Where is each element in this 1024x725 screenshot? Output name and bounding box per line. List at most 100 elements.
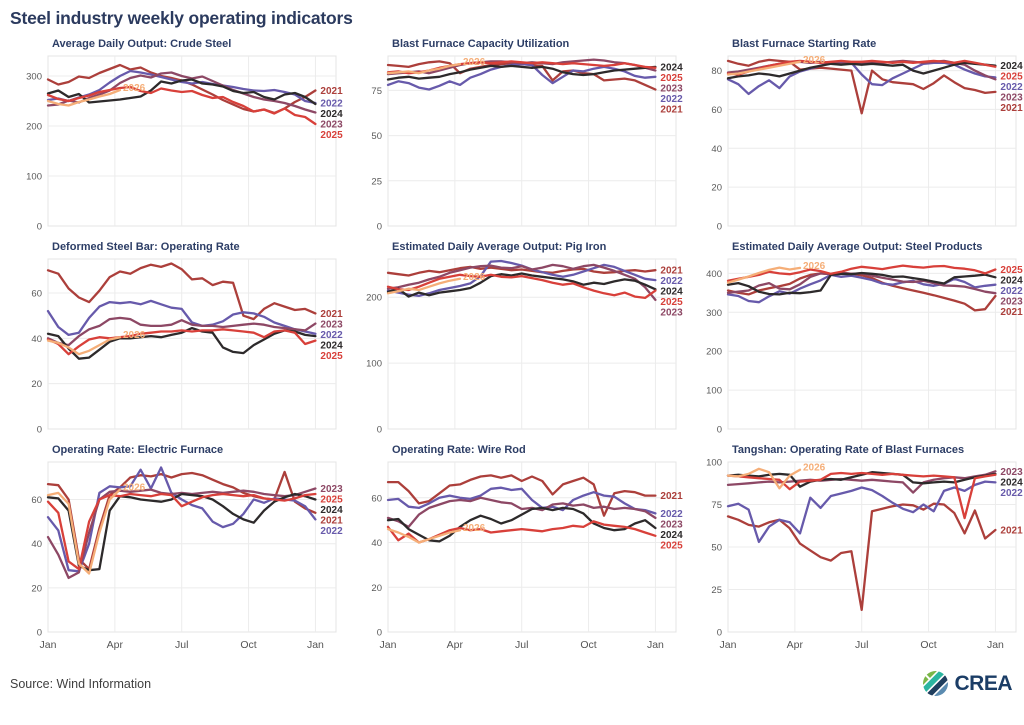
svg-text:200: 200	[706, 347, 722, 358]
chart-title: Tangshan: Operating Rate of Blast Furnac…	[732, 444, 965, 456]
svg-text:Jan: Jan	[380, 639, 397, 651]
svg-text:2022: 2022	[660, 276, 683, 287]
svg-text:2023: 2023	[660, 519, 683, 530]
svg-text:2024: 2024	[1000, 61, 1023, 72]
svg-text:2023: 2023	[660, 83, 683, 94]
svg-text:2026: 2026	[803, 463, 826, 474]
svg-text:2022: 2022	[320, 526, 343, 537]
svg-text:0: 0	[717, 222, 722, 233]
svg-text:100: 100	[706, 386, 722, 397]
svg-text:2023: 2023	[1000, 297, 1023, 308]
svg-text:2022: 2022	[320, 99, 343, 110]
footer: Source: Wind Information CREA	[0, 658, 1024, 702]
svg-text:60: 60	[31, 495, 42, 506]
chart-cell-tangshan-blast-furnaces: Tangshan: Operating Rate of Blast Furnac…	[682, 435, 1023, 658]
svg-text:100: 100	[706, 458, 722, 469]
svg-text:Oct: Oct	[580, 639, 596, 651]
svg-text:2024: 2024	[320, 505, 343, 516]
svg-text:2021: 2021	[1000, 103, 1023, 114]
svg-text:Jan: Jan	[987, 639, 1004, 651]
chart-cell-wire-rod: Operating Rate: Wire Rod 0 20 40 60 Jan Apr Ju…	[342, 435, 683, 658]
chart-title: Blast Furnace Capacity Utilization	[392, 38, 570, 50]
svg-text:Apr: Apr	[447, 639, 464, 651]
crea-logo-icon	[918, 665, 954, 702]
svg-text:Jul: Jul	[855, 639, 868, 651]
svg-text:25: 25	[711, 585, 722, 596]
svg-text:80: 80	[711, 66, 722, 77]
svg-text:2022: 2022	[1000, 286, 1023, 297]
svg-text:2026: 2026	[463, 272, 486, 283]
chart-title: Estimated Daily Average Output: Steel Pr…	[732, 241, 983, 253]
svg-text:2021: 2021	[320, 309, 343, 320]
svg-text:2023: 2023	[320, 319, 343, 330]
svg-text:200: 200	[366, 293, 382, 304]
svg-text:100: 100	[366, 359, 382, 370]
svg-text:2021: 2021	[1000, 307, 1023, 318]
svg-text:2026: 2026	[463, 57, 486, 68]
svg-text:40: 40	[31, 334, 42, 345]
chart-cell-pig-iron: Estimated Daily Average Output: Pig Iron…	[342, 232, 683, 436]
svg-text:0: 0	[37, 222, 42, 233]
svg-text:2021: 2021	[1000, 526, 1023, 537]
svg-text:25: 25	[371, 176, 382, 187]
svg-text:50: 50	[371, 131, 382, 142]
svg-text:2025: 2025	[660, 297, 683, 308]
chart-cell-bf-starting-rate: Blast Furnace Starting Rate 0 20 40 60 80 202…	[682, 29, 1023, 233]
page: Steel industry weekly operating indicato…	[0, 8, 1024, 725]
chart-title: Operating Rate: Electric Furnace	[52, 444, 224, 456]
svg-text:2025: 2025	[320, 494, 343, 505]
svg-text:2025: 2025	[660, 73, 683, 84]
svg-text:300: 300	[706, 308, 722, 319]
svg-text:20: 20	[31, 583, 42, 594]
chart-cell-electric-furnace: Operating Rate: Electric Furnace 0 20 40 60…	[2, 435, 343, 658]
chart-title: Blast Furnace Starting Rate	[732, 38, 877, 50]
svg-text:60: 60	[371, 493, 382, 504]
svg-text:Jan: Jan	[647, 639, 664, 651]
svg-text:75: 75	[371, 86, 382, 97]
svg-text:Jan: Jan	[720, 639, 737, 651]
svg-text:Oct: Oct	[240, 639, 256, 651]
chart-cell-steel-products: Estimated Daily Average Output: Steel Pr…	[682, 232, 1023, 436]
charts-grid: Average Daily Output: Crude Steel 0 100 20…	[0, 29, 1024, 658]
crea-logo: CREA	[918, 665, 1012, 702]
svg-text:40: 40	[711, 144, 722, 155]
chart-title: Operating Rate: Wire Rod	[392, 444, 526, 456]
svg-text:2024: 2024	[320, 109, 343, 120]
svg-text:2023: 2023	[320, 120, 343, 131]
svg-text:0: 0	[37, 425, 42, 436]
svg-text:0: 0	[717, 425, 722, 436]
chart-cell-bf-capacity-utilization: Blast Furnace Capacity Utilization 0 25 50…	[342, 29, 683, 233]
svg-text:2024: 2024	[660, 287, 683, 298]
chart-cell-crude-steel: Average Daily Output: Crude Steel 0 100 20…	[2, 29, 343, 233]
svg-text:400: 400	[706, 269, 722, 280]
svg-text:2022: 2022	[1000, 488, 1023, 499]
svg-text:2021: 2021	[660, 266, 683, 277]
svg-text:2021: 2021	[660, 104, 683, 115]
svg-text:2021: 2021	[320, 86, 343, 97]
svg-text:2022: 2022	[320, 330, 343, 341]
svg-text:2026: 2026	[123, 330, 146, 341]
svg-text:Jan: Jan	[307, 639, 324, 651]
svg-text:300: 300	[26, 72, 42, 83]
svg-text:2026: 2026	[123, 83, 146, 94]
svg-text:0: 0	[377, 628, 382, 639]
chart-title: Average Daily Output: Crude Steel	[52, 38, 232, 50]
svg-text:40: 40	[31, 539, 42, 550]
svg-text:2022: 2022	[660, 509, 683, 520]
svg-text:2026: 2026	[803, 261, 826, 272]
svg-text:2025: 2025	[1000, 72, 1023, 83]
svg-text:2024: 2024	[660, 62, 683, 73]
svg-text:2024: 2024	[1000, 477, 1023, 488]
svg-text:2025: 2025	[660, 540, 683, 551]
svg-text:2026: 2026	[463, 523, 486, 534]
svg-text:2023: 2023	[660, 308, 683, 319]
